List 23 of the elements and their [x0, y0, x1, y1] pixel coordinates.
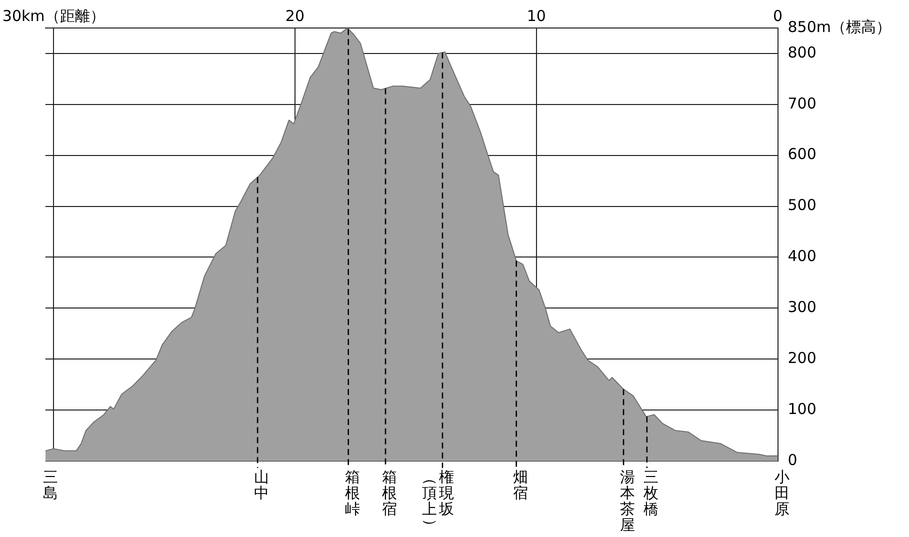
y-tick-label: 200 [788, 349, 816, 368]
y-tick-label: 300 [788, 298, 816, 316]
ref-line-label: 三枚橋 [642, 468, 658, 518]
y-tick-label: 600 [788, 145, 816, 164]
x-tick-label: 30km（距離） [2, 6, 105, 25]
y-tick-label: 700 [788, 94, 816, 112]
y-tick-label: 800 [788, 43, 816, 62]
ref-line-label: 箱根宿 [382, 468, 398, 518]
x-tick-label: 0 [772, 6, 783, 25]
ref-line-label: 湯本茶屋 [620, 468, 636, 534]
ref-line-label: 権現坂（頂上） [422, 468, 454, 534]
x-tick-label: 20 [285, 6, 305, 25]
y-tick-label: 500 [788, 196, 816, 214]
y-tick-label: 0 [788, 450, 798, 469]
annotation: 小田原 [774, 468, 790, 518]
y-tick-label: 400 [788, 247, 816, 266]
ref-line-label: 山中 [254, 468, 270, 502]
y-tick-label: 850m（標高） [788, 18, 892, 36]
ref-line-label: 畑宿 [512, 468, 528, 502]
annotation: 三島 [42, 468, 58, 502]
y-tick-label: 100 [788, 400, 816, 418]
ref-line-label: 箱根峠 [344, 468, 360, 518]
x-tick-label: 10 [526, 6, 546, 25]
